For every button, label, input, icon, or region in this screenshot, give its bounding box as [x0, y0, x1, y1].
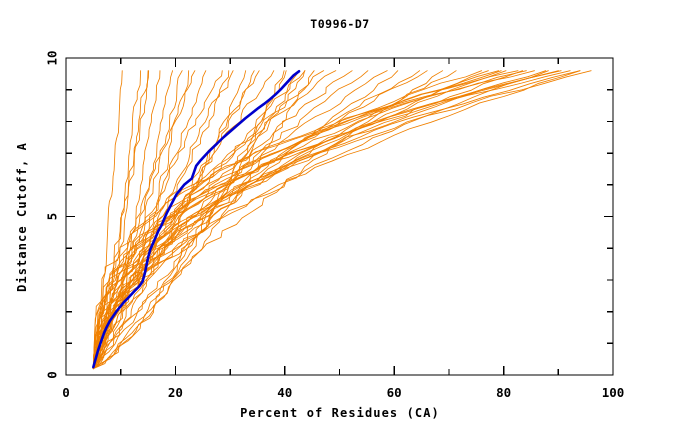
- ensemble-curve: [92, 70, 547, 370]
- ensemble-curve: [92, 70, 581, 370]
- ensemble-curve: [92, 70, 527, 370]
- ensemble-curve: [92, 70, 457, 370]
- ensemble-curve: [92, 70, 428, 370]
- y-tick-label: 0: [45, 371, 60, 379]
- chart-title: T0996-D7: [310, 17, 369, 31]
- ensemble-curve: [92, 70, 142, 370]
- ensemble-curve: [92, 70, 592, 370]
- x-tick-label: 0: [62, 385, 70, 400]
- x-tick-label: 80: [496, 385, 511, 400]
- y-tick-label: 5: [45, 213, 60, 221]
- ensemble-curve: [92, 70, 535, 370]
- y-axis-tick-labels: 0 5 10: [45, 50, 60, 378]
- y-tick-label: 10: [45, 50, 60, 65]
- y-axis-title: Distance Cutoff, A: [15, 142, 29, 292]
- ensemble-curve: [92, 70, 549, 370]
- ensemble-curve: [92, 70, 123, 370]
- ensemble-curve: [92, 70, 489, 370]
- x-axis-ticks: [65, 58, 614, 375]
- x-tick-label: 40: [277, 385, 292, 400]
- ensemble-curve: [92, 70, 223, 370]
- x-tick-label: 20: [168, 385, 183, 400]
- y-axis-ticks: [66, 57, 613, 376]
- ensemble-curve: [92, 70, 149, 370]
- highlight-curve-path: [92, 70, 301, 369]
- x-tick-label: 100: [602, 385, 625, 400]
- ensemble-curve: [92, 70, 581, 370]
- ensemble-curve: [92, 70, 502, 370]
- ensemble-curve: [92, 70, 519, 370]
- ensemble-curve: [92, 70, 301, 370]
- ensemble-curves: [92, 70, 592, 370]
- x-axis-title: Percent of Residues (CA): [240, 406, 440, 420]
- ensemble-curve: [92, 70, 337, 370]
- ensemble-curve: [92, 70, 571, 370]
- ensemble-curve: [92, 70, 500, 370]
- plot-frame: [65, 57, 614, 376]
- ensemble-curve: [92, 70, 507, 370]
- ensemble-curve: [92, 70, 353, 370]
- ensemble-curve: [92, 70, 444, 370]
- x-tick-label: 60: [387, 385, 402, 400]
- x-axis-tick-labels: 0 20 40 60 80 100: [62, 385, 624, 400]
- ensemble-curve: [92, 70, 247, 370]
- highlight-curve: [92, 70, 301, 369]
- ensemble-curve: [92, 70, 399, 370]
- ensemble-curve: [92, 70, 315, 370]
- ensemble-curve: [92, 70, 388, 370]
